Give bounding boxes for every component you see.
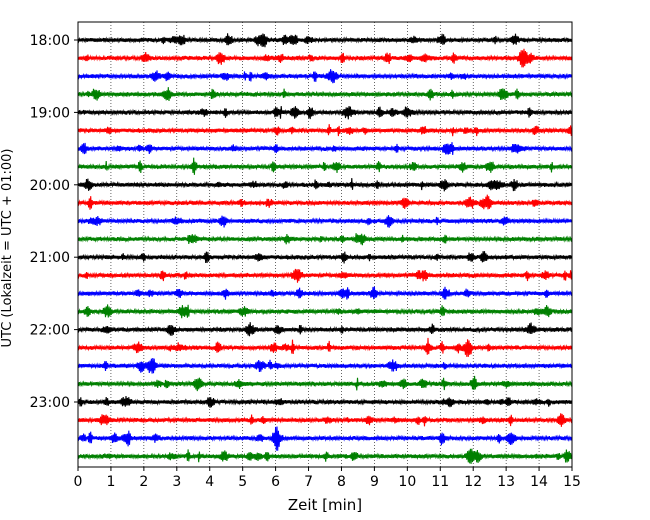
y-tick-label: 22:00 — [30, 323, 70, 339]
seismic-trace — [77, 142, 573, 155]
seismic-trace — [77, 69, 573, 84]
seismic-trace — [77, 304, 573, 319]
x-tick-label: 3 — [172, 474, 181, 490]
seismic-trace — [77, 268, 573, 283]
y-axis-ticks: 18:00 19:00 20:00 21:00 22:00 23:00 — [30, 33, 78, 411]
seismic-trace — [77, 194, 573, 210]
x-tick-label: 4 — [205, 474, 214, 490]
vertical-gridlines — [110, 22, 540, 467]
y-tick-label: 18:00 — [30, 33, 70, 49]
seismic-trace — [77, 375, 573, 392]
y-axis-label: UTC (Lokalzeit = UTC + 01:00) — [0, 149, 15, 348]
x-tick-label: 10 — [398, 474, 416, 490]
x-tick-label: 11 — [431, 474, 449, 490]
x-tick-label: 1 — [106, 474, 115, 490]
x-tick-label: 2 — [139, 474, 148, 490]
x-tick-label: 14 — [530, 474, 548, 490]
x-tick-label: 13 — [497, 474, 515, 490]
x-tick-label: 5 — [238, 474, 247, 490]
seismic-trace — [77, 215, 573, 228]
x-tick-label: 7 — [304, 474, 313, 490]
x-tick-label: 12 — [464, 474, 482, 490]
seismic-trace — [77, 178, 573, 192]
seismic-trace — [77, 124, 573, 137]
x-tick-label: 0 — [74, 474, 83, 490]
y-tick-label: 19:00 — [30, 105, 70, 121]
seismic-trace — [77, 106, 573, 120]
seismic-trace — [77, 413, 573, 427]
seismic-trace — [77, 322, 573, 337]
seismic-trace — [77, 251, 573, 264]
seismic-trace — [77, 395, 573, 408]
seismic-trace — [77, 87, 573, 102]
x-axis-label: Zeit [min] — [288, 496, 362, 514]
seismic-trace — [77, 157, 573, 175]
seismic-trace — [77, 33, 573, 48]
x-tick-label: 8 — [337, 474, 346, 490]
y-tick-label: 20:00 — [30, 178, 70, 194]
seismic-trace — [77, 426, 573, 451]
seismic-trace — [77, 337, 573, 357]
y-tick-label: 23:00 — [30, 395, 70, 411]
x-tick-label: 6 — [271, 474, 280, 490]
seismic-trace — [77, 357, 573, 374]
x-axis-ticks: 0 1 2 3 4 5 6 7 8 9 10 11 12 13 14 15 — [74, 467, 581, 490]
x-tick-label: 15 — [563, 474, 581, 490]
x-tick-label: 9 — [370, 474, 379, 490]
y-tick-label: 21:00 — [30, 250, 70, 266]
seismic-trace — [77, 48, 573, 68]
trace-group — [77, 33, 573, 464]
seismic-trace — [77, 286, 573, 300]
plot-area-frame — [77, 21, 573, 468]
seismic-trace — [77, 233, 573, 246]
seismic-trace — [77, 448, 573, 464]
